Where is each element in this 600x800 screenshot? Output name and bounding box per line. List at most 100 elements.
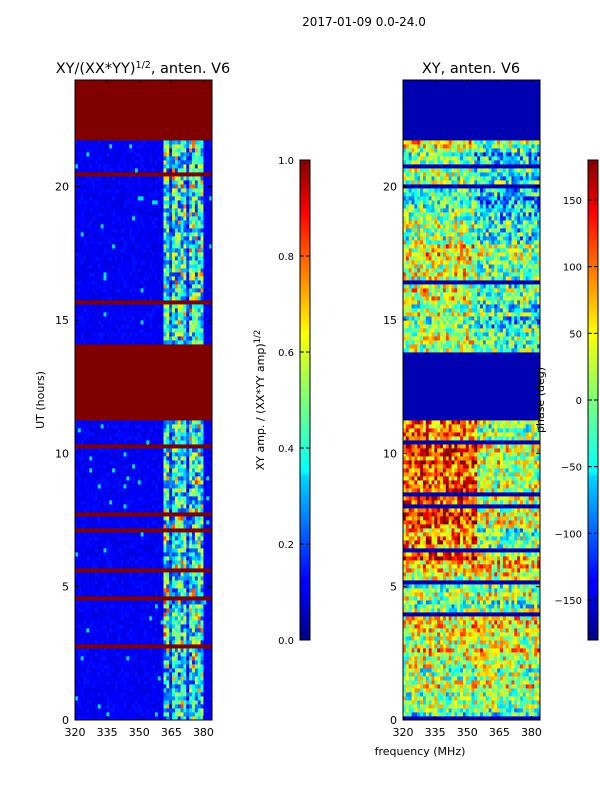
left-heat-cell (137, 400, 142, 405)
left-heat-cell (200, 456, 204, 461)
left-heat-cell (163, 476, 167, 481)
left-heat-cell (149, 444, 153, 449)
left-heat-cell (137, 612, 142, 617)
left-heat-cell (106, 328, 110, 333)
left-heat-cell (154, 416, 159, 421)
left-heat-cell (97, 396, 102, 401)
left-heat-cell (186, 588, 190, 593)
left-heat-cell (89, 380, 93, 385)
left-heat-cell (129, 504, 133, 509)
left-heat-cell (169, 388, 173, 393)
left-heat-cell (137, 456, 142, 461)
left-heat-cell (146, 520, 150, 525)
left-heat-cell (183, 636, 187, 641)
left-heat-cell (206, 520, 210, 525)
left-heat-cell (194, 368, 199, 373)
left-heat-cell (200, 340, 204, 345)
left-heat-cell (117, 616, 122, 621)
left-heat-cell (80, 356, 84, 361)
left-heat-cell (106, 384, 110, 389)
left-heat-cell (83, 368, 87, 373)
left-heat-cell (197, 604, 201, 609)
left-heat-cell (194, 624, 199, 629)
left-heat-cell (94, 400, 99, 405)
left-heat-cell (92, 580, 96, 585)
left-heat-cell (114, 712, 119, 717)
left-heat-cell (112, 532, 116, 537)
left-heat-cell (100, 496, 104, 501)
left-heat-cell (106, 392, 110, 397)
left-heat-cell (114, 608, 119, 613)
left-heat-cell (86, 384, 90, 389)
left-heat-cell (189, 572, 193, 577)
left-heat-cell (123, 436, 127, 441)
left-heat-cell (194, 400, 199, 405)
left-heat-cell (163, 648, 167, 653)
left-heat-cell (112, 364, 116, 369)
left-heat-cell (200, 704, 204, 709)
left-heat-cell (100, 600, 104, 605)
left-heat-cell (154, 448, 159, 453)
left-heat-cell (206, 448, 210, 453)
left-heat-cell (97, 360, 102, 365)
left-heat-cell (160, 332, 164, 337)
left-heat-cell (132, 456, 136, 461)
left-heat-cell (149, 396, 153, 401)
left-heat-cell (129, 704, 133, 709)
left-heat-cell (137, 568, 142, 573)
left-heat-cell (77, 532, 82, 537)
left-heat-cell (174, 580, 179, 585)
left-heat-cell (103, 488, 107, 493)
left-heat-cell (194, 312, 199, 317)
left-heat-cell (132, 688, 136, 693)
left-heat-cell (75, 492, 79, 497)
left-heat-cell (97, 652, 102, 657)
left-heat-cell (174, 656, 179, 661)
left-heat-cell (206, 692, 210, 697)
left-heat-cell (143, 336, 147, 341)
left-heat-cell (83, 576, 87, 581)
left-heat-cell (143, 596, 147, 601)
left-heat-cell (160, 716, 164, 720)
left-heat-cell (109, 592, 113, 597)
left-heat-cell (126, 664, 130, 669)
left-heat-cell (206, 464, 210, 469)
left-heat-cell (120, 640, 124, 645)
left-heat-cell (94, 540, 99, 545)
left-heat-cell (112, 476, 116, 481)
left-heat-cell (114, 540, 119, 545)
left-heat-cell (86, 492, 90, 497)
left-heat-cell (112, 432, 116, 437)
left-heat-cell (129, 696, 133, 701)
left-heat-cell (117, 696, 122, 701)
left-heat-cell (137, 680, 142, 685)
left-heat-cell (129, 472, 133, 477)
left-heat-cell (169, 684, 173, 689)
left-heat-cell (177, 532, 182, 537)
left-heat-cell (200, 600, 204, 605)
left-heat-cell (209, 468, 212, 473)
left-heat-cell (172, 468, 176, 473)
left-heat-cell (200, 700, 204, 705)
left-heat-cell (194, 456, 199, 461)
left-heat-cell (132, 452, 136, 457)
left-heat-cell (132, 668, 136, 673)
left-heat-cell (200, 400, 204, 405)
left-heat-cell (94, 368, 99, 373)
left-heat-cell (132, 444, 136, 449)
left-heat-cell (126, 396, 130, 401)
left-heat-cell (140, 336, 144, 341)
left-heat-cell (86, 520, 90, 525)
left-heat-cell (94, 328, 99, 333)
left-heat-cell (203, 716, 207, 720)
left-heat-cell (200, 624, 204, 629)
left-heat-cell (129, 432, 133, 437)
left-heat-cell (77, 704, 82, 709)
left-heat-cell (166, 408, 170, 413)
left-heat-cell (80, 552, 84, 557)
left-heat-cell (203, 336, 207, 341)
left-heat-cell (100, 548, 104, 553)
left-heat-cell (86, 476, 90, 481)
left-heat-cell (174, 576, 179, 581)
left-heat-cell (103, 520, 107, 525)
